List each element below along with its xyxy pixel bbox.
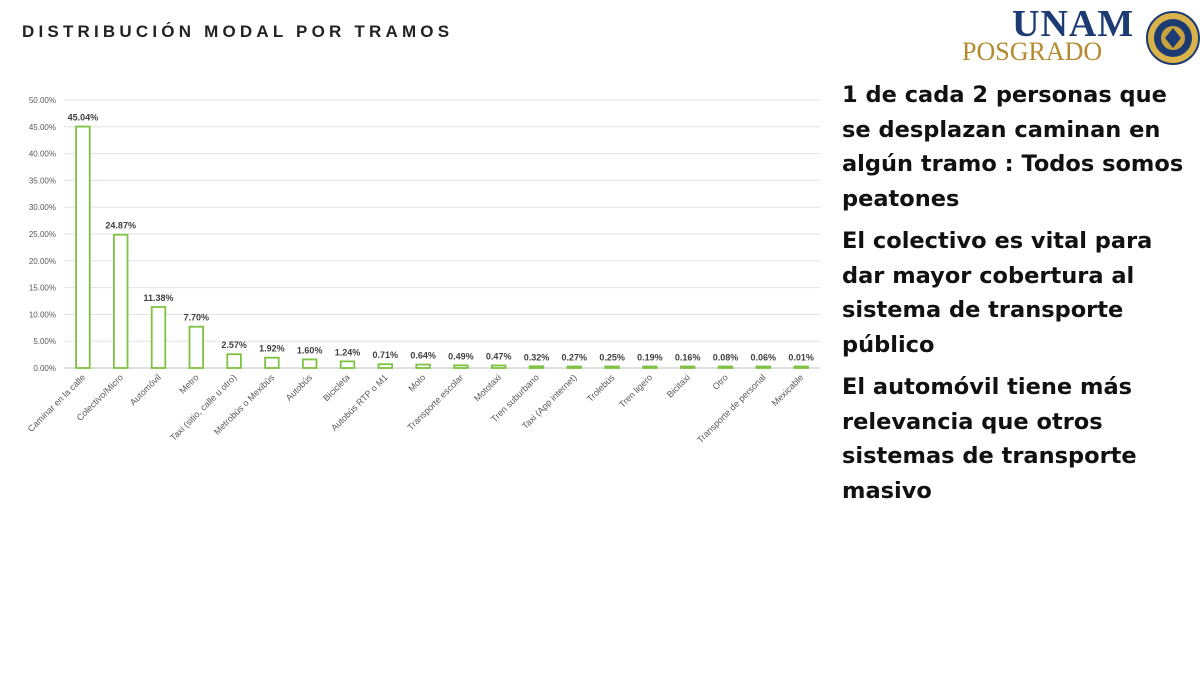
data-label: 1.92% bbox=[259, 344, 285, 354]
finding-colectivo: El colectivo es vital para dar mayor cob… bbox=[842, 228, 1153, 358]
data-label: 0.01% bbox=[788, 353, 814, 363]
bar bbox=[377, 363, 394, 369]
x-tick-label: Automóvil bbox=[128, 372, 163, 407]
bar bbox=[415, 363, 431, 369]
key-findings: 1 de cada 2 personas que se desplazan ca… bbox=[842, 78, 1198, 516]
y-tick-label: 10.00% bbox=[29, 310, 56, 319]
x-tick-label: Trolebús bbox=[585, 372, 617, 404]
bar bbox=[226, 353, 242, 369]
bar bbox=[528, 365, 545, 369]
bar bbox=[679, 365, 696, 369]
x-tick-label: Otro bbox=[710, 372, 729, 391]
data-label: 0.71% bbox=[373, 350, 399, 360]
data-label: 0.25% bbox=[599, 353, 625, 363]
modal-distribution-chart: 0.00% 5.00% 10.00% 15.00% 20.00% 25.00% 30.00%… bbox=[0, 80, 830, 480]
y-tick-label: 45.00% bbox=[29, 123, 56, 132]
slide-title: DISTRIBUCIÓN MODAL POR TRAMOS bbox=[22, 22, 454, 41]
bar bbox=[566, 365, 583, 369]
y-tick-label: 35.00% bbox=[29, 176, 56, 185]
bar bbox=[301, 358, 318, 369]
data-label: 0.47% bbox=[486, 351, 512, 361]
bar bbox=[604, 365, 620, 369]
x-tick-label: Mexicable bbox=[770, 372, 806, 408]
x-tick-label: Bicicleta bbox=[321, 372, 352, 403]
x-tick-label: Caminar en la calle bbox=[26, 372, 88, 434]
data-label: 7.70% bbox=[184, 313, 210, 323]
bar bbox=[188, 325, 205, 369]
data-label: 0.06% bbox=[751, 353, 777, 363]
data-label: 2.57% bbox=[221, 340, 247, 350]
unam-posgrado-logo: UNAM POSGRADO bbox=[958, 2, 1200, 70]
data-label: 0.64% bbox=[410, 351, 436, 361]
y-tick-label: 25.00% bbox=[29, 230, 56, 239]
finding-walking: 1 de cada 2 personas que se desplazan ca… bbox=[842, 82, 1184, 212]
data-label: 24.87% bbox=[105, 221, 136, 231]
data-label: 0.32% bbox=[524, 352, 550, 362]
bar bbox=[150, 306, 167, 369]
x-tick-label: Tren ligero bbox=[617, 372, 654, 409]
bar bbox=[75, 125, 91, 369]
bar bbox=[490, 364, 507, 369]
data-label: 0.19% bbox=[637, 353, 663, 363]
x-tick-label: Autobús bbox=[284, 372, 315, 403]
logo-bottom-text: POSGRADO bbox=[962, 37, 1102, 66]
data-label: 0.16% bbox=[675, 353, 701, 363]
bar bbox=[642, 365, 658, 369]
unam-seal-icon bbox=[1146, 11, 1200, 65]
y-tick-label: 30.00% bbox=[29, 203, 56, 212]
data-label: 0.08% bbox=[713, 353, 739, 363]
x-tick-label: Mototaxi bbox=[472, 372, 503, 403]
logo-top-text: UNAM bbox=[1012, 3, 1134, 45]
data-label: 1.60% bbox=[297, 345, 323, 355]
bar bbox=[755, 365, 772, 369]
data-label: 1.24% bbox=[335, 347, 361, 357]
x-tick-label: Bicitaxi bbox=[665, 372, 692, 399]
data-label: 11.38% bbox=[143, 293, 173, 303]
data-label: 0.27% bbox=[562, 353, 588, 363]
bar bbox=[717, 365, 734, 369]
bar bbox=[112, 233, 129, 369]
y-tick-label: 15.00% bbox=[29, 284, 56, 293]
data-label: 45.04% bbox=[68, 113, 99, 123]
x-tick-label: Taxi (sitio, calle u otro) bbox=[168, 372, 238, 442]
y-tick-label: 50.00% bbox=[29, 96, 56, 105]
x-tick-label: Transporte de personal bbox=[695, 372, 768, 445]
bar bbox=[339, 360, 356, 369]
y-tick-label: 0.00% bbox=[33, 364, 56, 373]
y-tick-label: 40.00% bbox=[29, 150, 56, 159]
bar bbox=[793, 365, 809, 369]
bar bbox=[453, 364, 469, 369]
x-tick-label: Moto bbox=[406, 372, 427, 393]
logo-graphic: UNAM POSGRADO bbox=[962, 3, 1200, 66]
finding-automovil: El automóvil tiene más relevancia que ot… bbox=[842, 374, 1137, 504]
bar-chart: 0.00% 5.00% 10.00% 15.00% 20.00% 25.00% 30.00%… bbox=[26, 96, 820, 445]
data-label: 0.49% bbox=[448, 351, 474, 361]
y-tick-label: 20.00% bbox=[29, 257, 56, 266]
y-tick-label: 5.00% bbox=[33, 337, 56, 346]
bar bbox=[264, 356, 280, 369]
x-tick-label: Metro bbox=[177, 372, 200, 395]
